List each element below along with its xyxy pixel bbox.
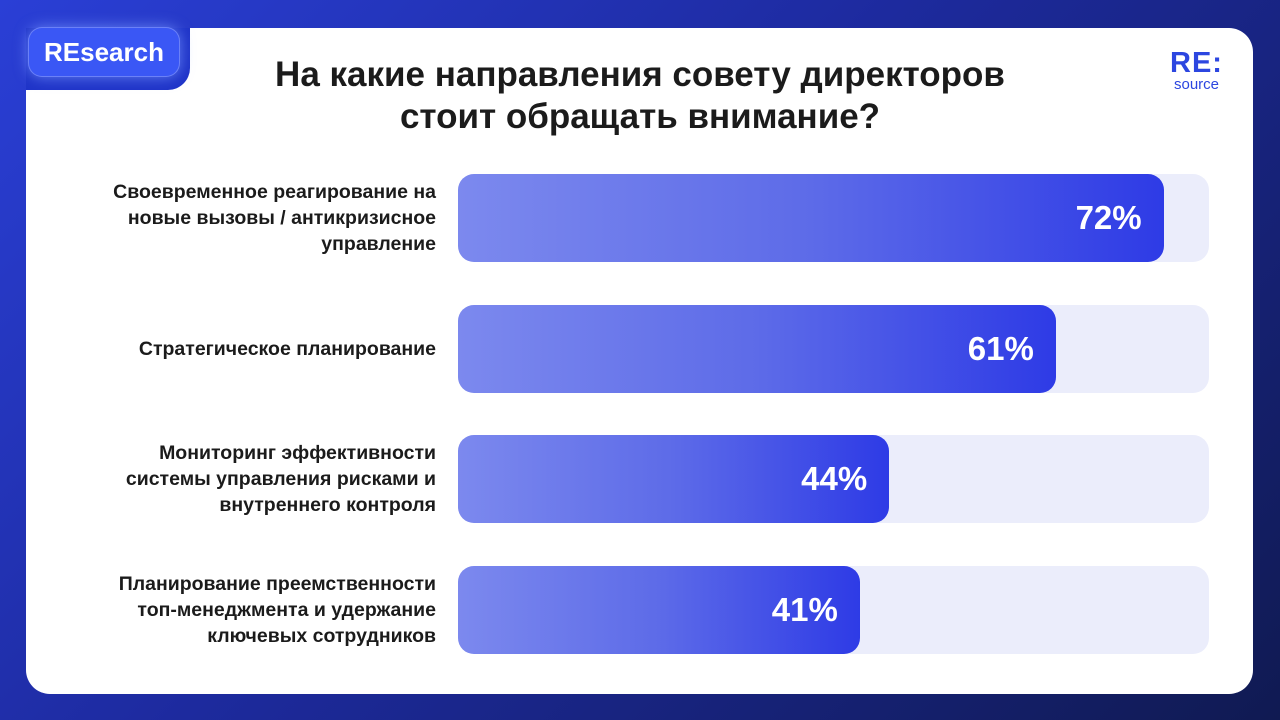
bar-value-label: 72% [1075, 199, 1142, 236]
category-label-line: управление [321, 233, 436, 255]
bar-4 [458, 565, 860, 654]
bar-value-label: 41% [771, 590, 838, 628]
bar-value-label: 61% [967, 329, 1034, 367]
category-label: Мониторинг эффективности системы управлен… [16, 440, 436, 518]
category-label-line: Своевременное реагирование на [113, 181, 436, 203]
category-label-line: топ-менеджмента и удержание [137, 598, 436, 621]
logo-main-text: RE: [1170, 47, 1223, 79]
category-label-line: системы управления рисками и [125, 468, 436, 490]
bar-value-label: 44% [801, 460, 868, 497]
category-label-line: внутреннего контроля [219, 494, 436, 516]
research-badge: REsearch [28, 27, 180, 77]
logo-sub-text: source [1174, 76, 1220, 93]
category-label: Своевременное реагирование на новые вызов… [16, 179, 436, 257]
resource-logo: RE: source [1170, 48, 1240, 92]
category-label-line: Стратегическое планирование [138, 337, 436, 360]
chart-title-line-1: На какие направления совету директоров [275, 55, 1005, 94]
chart-title-line-2: стоит обращать внимание? [399, 97, 881, 136]
category-label-line: ключевых сотрудников [207, 624, 436, 647]
bar-1 [458, 174, 1164, 262]
category-label-line: новые вызовы / антикризисное [127, 207, 436, 229]
category-label: Планирование преемственности топ-менеджме… [16, 571, 436, 649]
category-label-line: Планирование преемственности [118, 572, 436, 595]
bar-2 [458, 304, 1056, 393]
category-label: Стратегическое планирование [16, 336, 436, 362]
chart-title: На какие направления совету директоров с… [240, 54, 1040, 138]
category-label-line: Мониторинг эффективности [159, 442, 436, 464]
bar-3 [458, 435, 890, 523]
